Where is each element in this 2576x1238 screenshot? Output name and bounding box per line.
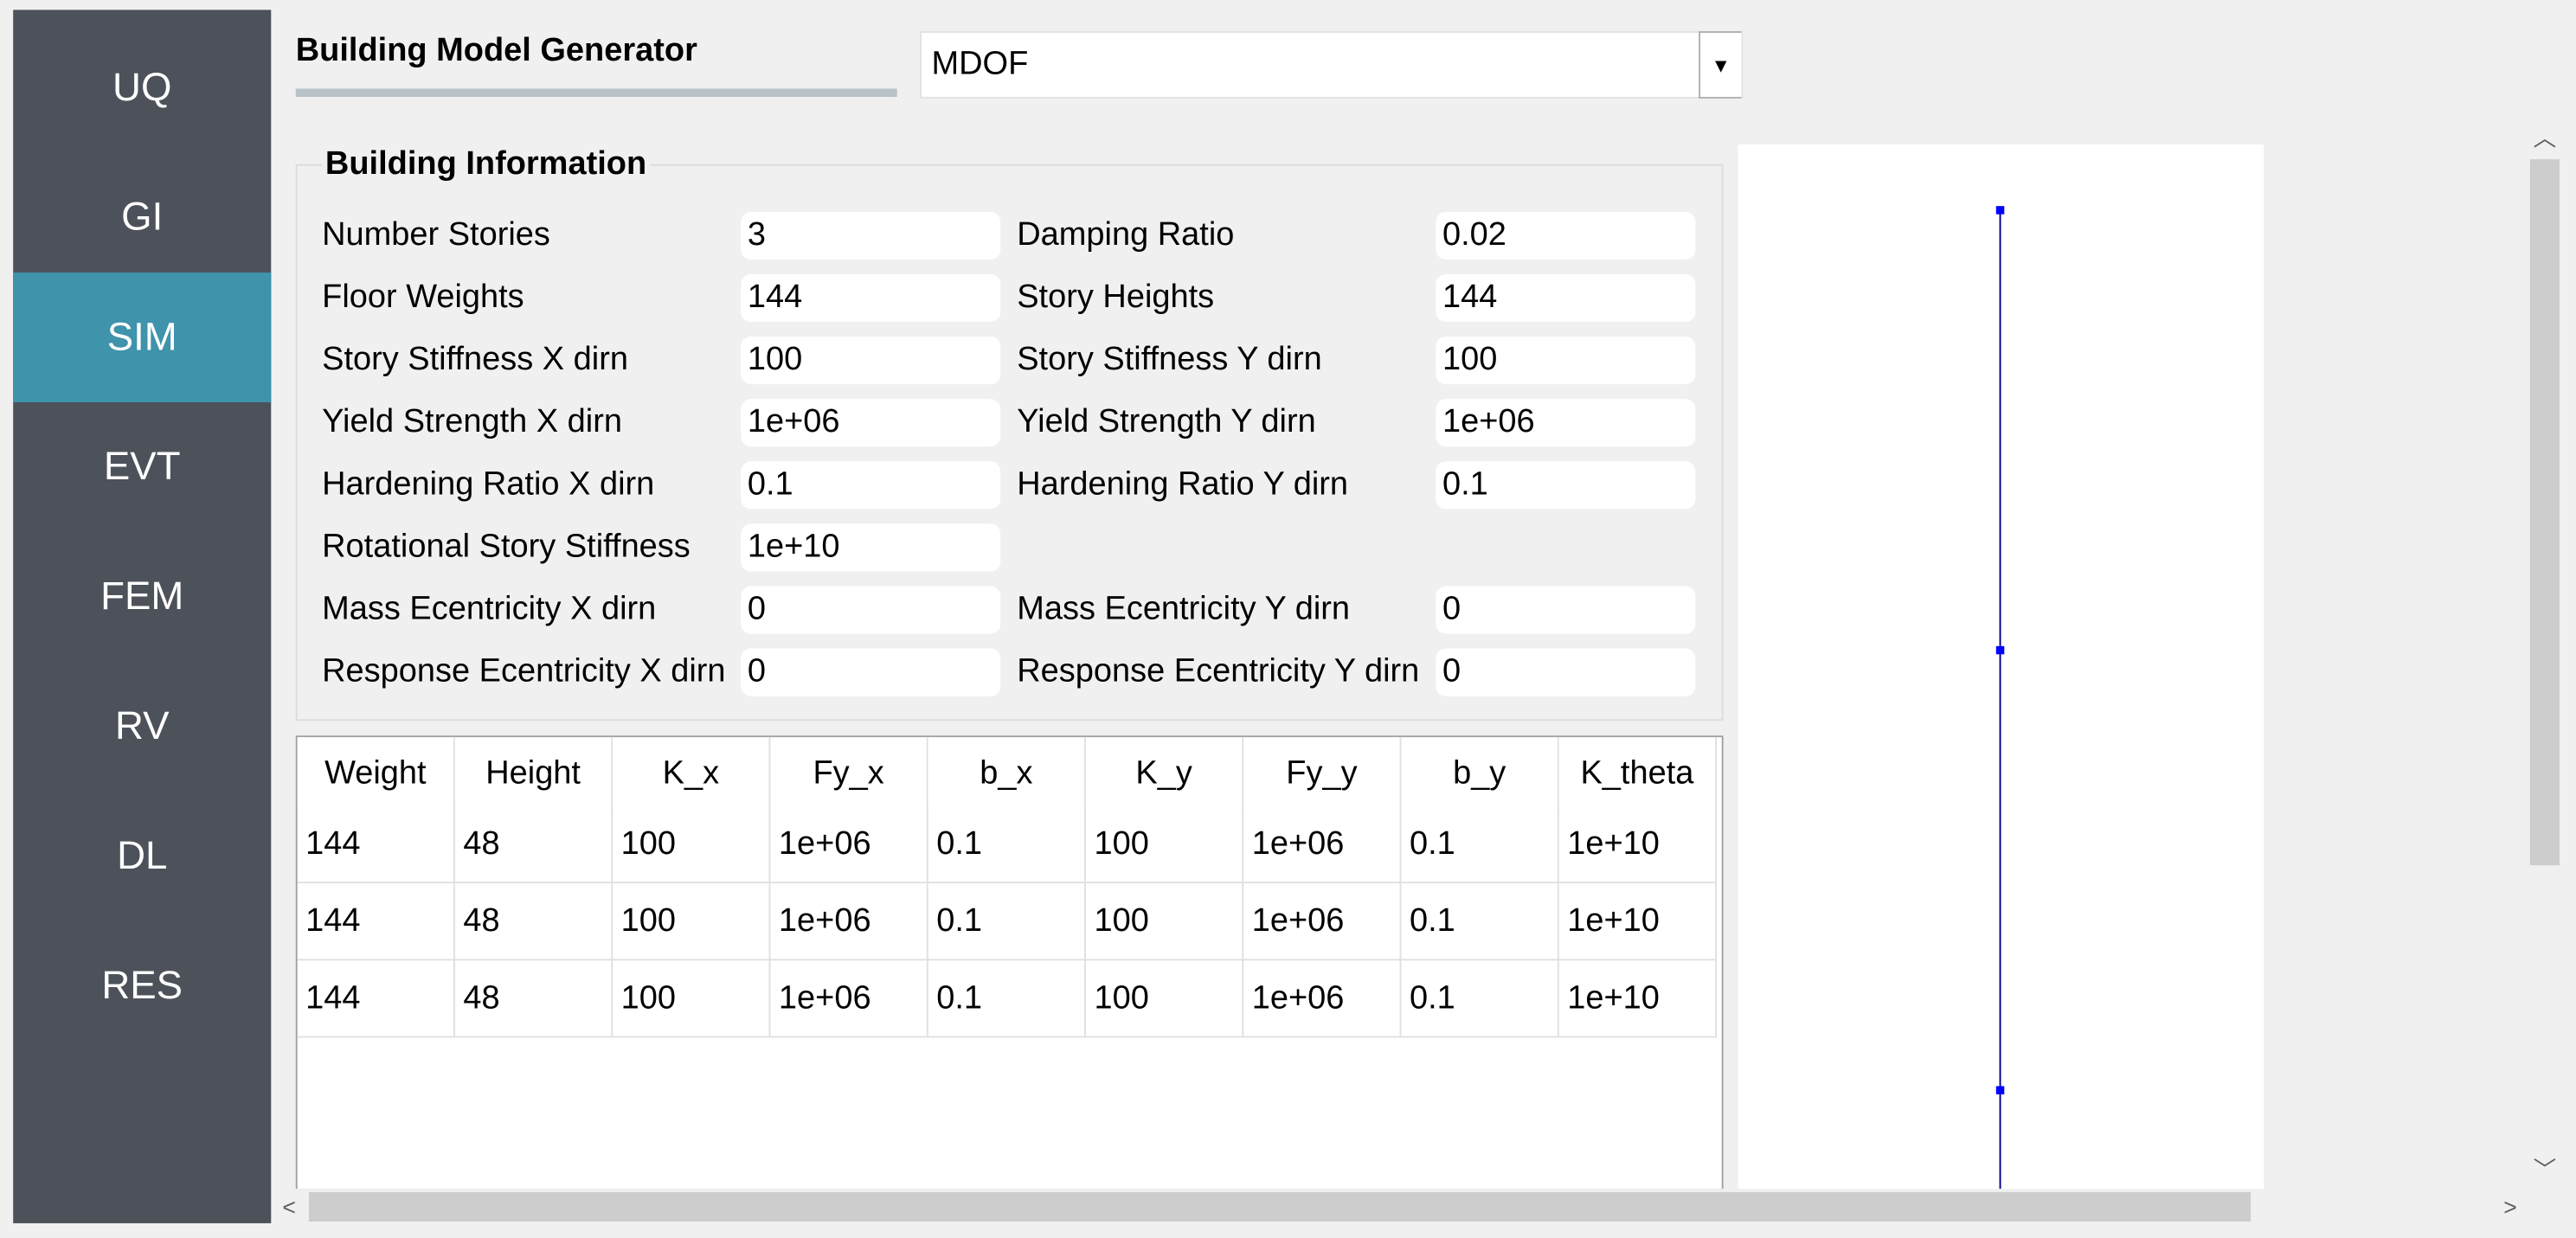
table-cell[interactable]: 1e+06: [1243, 960, 1402, 1038]
table-cell[interactable]: 100: [613, 960, 771, 1038]
number-stories-input[interactable]: 3: [741, 211, 1001, 260]
floor-weights-label: Floor Weights: [322, 279, 524, 316]
hardening-ratio-y-label: Hardening Ratio Y dirn: [1017, 466, 1349, 503]
horizontal-scroll-thumb[interactable]: [308, 1191, 2252, 1222]
damping-ratio-label: Damping Ratio: [1017, 216, 1235, 253]
yield-strength-y-label: Yield Strength Y dirn: [1017, 403, 1316, 440]
table-cell[interactable]: 48: [454, 883, 613, 961]
table-cell[interactable]: 0.1: [928, 960, 1086, 1038]
column-header-k-theta[interactable]: K_theta: [1558, 737, 1718, 810]
story-heights-label: Story Heights: [1017, 279, 1215, 316]
column-header-fy-x[interactable]: Fy_x: [770, 737, 928, 810]
table-cell[interactable]: 1e+06: [1243, 805, 1402, 884]
table-cell[interactable]: 0.1: [1401, 883, 1559, 961]
model-type-select[interactable]: MDOF ▼: [920, 31, 1744, 99]
table-cell[interactable]: 144: [297, 883, 455, 961]
table-cell[interactable]: 100: [613, 883, 771, 961]
table-cell[interactable]: 48: [454, 960, 613, 1038]
building-information-group: [295, 164, 1724, 722]
resp-ecc-y-label: Response Ecentricity Y dirn: [1017, 653, 1420, 690]
table-cell[interactable]: 144: [297, 805, 455, 884]
yield-strength-x-input[interactable]: 1e+06: [741, 399, 1001, 447]
resp-ecc-x-label: Response Ecentricity X dirn: [322, 653, 726, 690]
number-stories-label: Number Stories: [322, 216, 550, 253]
vertical-scroll-thumb[interactable]: [2529, 159, 2560, 866]
building-model-generator-title: Building Model Generator: [295, 32, 697, 69]
table-cell[interactable]: 1e+10: [1558, 883, 1718, 961]
story-heights-input[interactable]: 144: [1436, 273, 1696, 322]
chevron-up-icon[interactable]: ︿: [2533, 125, 2557, 151]
hardening-ratio-y-input[interactable]: 0.1: [1436, 461, 1696, 510]
chevron-down-icon[interactable]: ▼: [1699, 31, 1742, 99]
vertical-scrollbar[interactable]: ︿ ﹀: [2527, 123, 2563, 1187]
sidebar-item-fem[interactable]: FEM: [100, 574, 184, 619]
resp-ecc-x-input[interactable]: 0: [741, 648, 1001, 696]
rotational-stiffness-label: Rotational Story Stiffness: [322, 529, 691, 565]
sidebar-item-evt[interactable]: EVT: [103, 444, 181, 489]
story-stiffness-x-input[interactable]: 100: [741, 337, 1001, 385]
damping-ratio-input[interactable]: 0.02: [1436, 211, 1696, 260]
sidebar-item-gi[interactable]: GI: [121, 194, 164, 240]
table-cell[interactable]: 1e+06: [770, 960, 928, 1038]
table-cell[interactable]: 0.1: [928, 805, 1086, 884]
title-underline: [295, 88, 897, 97]
story-stiffness-x-label: Story Stiffness X dirn: [322, 341, 629, 378]
story-properties-table: Weight Height K_x Fy_x b_x K_y Fy_y b_y …: [295, 735, 1724, 1190]
floor-weights-input[interactable]: 144: [741, 273, 1001, 322]
table-cell[interactable]: 1e+06: [770, 805, 928, 884]
story-stiffness-y-label: Story Stiffness Y dirn: [1017, 341, 1322, 378]
column-header-b-x[interactable]: b_x: [928, 737, 1086, 810]
sidebar-item-res[interactable]: RES: [101, 963, 183, 1008]
table-cell[interactable]: 1e+10: [1558, 805, 1718, 884]
table-cell[interactable]: 144: [297, 960, 455, 1038]
column-header-weight[interactable]: Weight: [297, 737, 455, 810]
mass-ecc-x-label: Mass Ecentricity X dirn: [322, 591, 657, 627]
table-cell[interactable]: 100: [1085, 883, 1244, 961]
hardening-ratio-x-label: Hardening Ratio X dirn: [322, 466, 655, 503]
table-cell[interactable]: 0.1: [1401, 805, 1559, 884]
building-graphic-view: [1738, 144, 2264, 1196]
floor-node-top: [1995, 206, 2005, 215]
table-cell[interactable]: 0.1: [928, 883, 1086, 961]
yield-strength-y-input[interactable]: 1e+06: [1436, 399, 1696, 447]
mass-ecc-y-label: Mass Ecentricity Y dirn: [1017, 591, 1351, 627]
chevron-left-icon[interactable]: <: [282, 1193, 296, 1221]
mass-ecc-x-input[interactable]: 0: [741, 586, 1001, 634]
column-header-fy-y[interactable]: Fy_y: [1243, 737, 1402, 810]
table-cell[interactable]: 48: [454, 805, 613, 884]
table-cell[interactable]: 100: [613, 805, 771, 884]
chevron-down-icon[interactable]: ﹀: [2533, 1156, 2557, 1183]
column-header-height[interactable]: Height: [454, 737, 613, 810]
table-cell[interactable]: 100: [1085, 960, 1244, 1038]
story-stiffness-y-input[interactable]: 100: [1436, 337, 1696, 385]
horizontal-scrollbar[interactable]: < >: [273, 1189, 2528, 1225]
building-information-title: Building Information: [322, 145, 650, 184]
sidebar-item-dl[interactable]: DL: [117, 833, 168, 878]
building-graphic-svg: [1995, 206, 2005, 1196]
sidebar-item-rv[interactable]: RV: [114, 703, 170, 748]
floor-node-middle: [1995, 645, 2005, 655]
resp-ecc-y-input[interactable]: 0: [1436, 648, 1696, 696]
column-header-k-y[interactable]: K_y: [1085, 737, 1244, 810]
sidebar-item-uq[interactable]: UQ: [112, 64, 172, 110]
sidebar: UQ GI SIM EVT FEM RV DL RES: [13, 10, 272, 1223]
table-cell[interactable]: 1e+06: [770, 883, 928, 961]
sidebar-item-sim[interactable]: SIM: [13, 273, 272, 402]
yield-strength-x-label: Yield Strength X dirn: [322, 403, 623, 440]
model-type-value: MDOF: [931, 46, 1029, 82]
table-cell[interactable]: 0.1: [1401, 960, 1559, 1038]
table-cell[interactable]: 1e+10: [1558, 960, 1718, 1038]
rotational-stiffness-input[interactable]: 1e+10: [741, 523, 1001, 572]
table-cell[interactable]: 1e+06: [1243, 883, 1402, 961]
column-header-b-y[interactable]: b_y: [1401, 737, 1559, 810]
table-cell[interactable]: 100: [1085, 805, 1244, 884]
hardening-ratio-x-input[interactable]: 0.1: [741, 461, 1001, 510]
mass-ecc-y-input[interactable]: 0: [1436, 586, 1696, 634]
floor-node-bottom: [1995, 1086, 2005, 1094]
chevron-right-icon[interactable]: >: [2503, 1193, 2517, 1221]
column-header-k-x[interactable]: K_x: [613, 737, 771, 810]
